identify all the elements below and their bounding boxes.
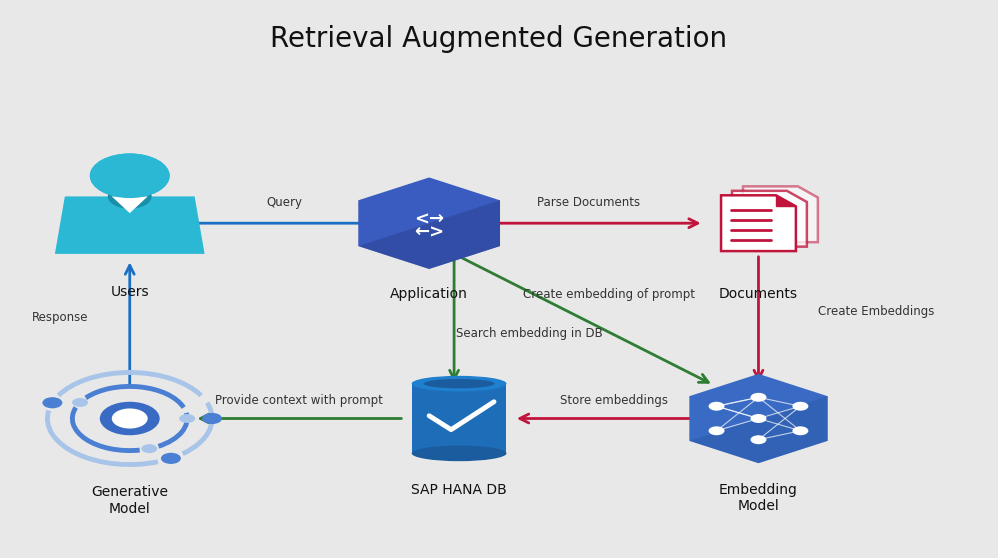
Polygon shape: [358, 200, 500, 269]
Circle shape: [709, 426, 725, 435]
Circle shape: [42, 397, 62, 408]
Polygon shape: [690, 374, 827, 463]
Circle shape: [100, 402, 160, 435]
Text: Application: Application: [390, 287, 468, 301]
Ellipse shape: [423, 379, 495, 388]
Text: ←>: ←>: [414, 223, 444, 241]
Circle shape: [90, 153, 170, 198]
Polygon shape: [112, 196, 148, 213]
Circle shape: [108, 184, 152, 209]
Text: <→: <→: [414, 211, 444, 229]
Circle shape: [161, 453, 181, 464]
Text: Embedding
Model: Embedding Model: [719, 483, 798, 513]
Circle shape: [750, 393, 766, 402]
Text: Provide context with prompt: Provide context with prompt: [216, 395, 383, 407]
Circle shape: [202, 413, 222, 424]
Circle shape: [142, 444, 158, 453]
Polygon shape: [732, 191, 806, 247]
Circle shape: [179, 414, 195, 423]
Circle shape: [709, 402, 725, 411]
Text: Generative
Model: Generative Model: [91, 485, 169, 516]
Circle shape: [792, 402, 808, 411]
Polygon shape: [721, 195, 795, 251]
Circle shape: [72, 398, 88, 407]
Polygon shape: [775, 195, 795, 206]
Text: SAP HANA DB: SAP HANA DB: [411, 483, 507, 497]
Text: Query: Query: [266, 196, 302, 209]
FancyBboxPatch shape: [411, 384, 507, 453]
Circle shape: [112, 408, 148, 429]
Text: Create embedding of prompt: Create embedding of prompt: [523, 288, 695, 301]
Text: Search embedding in DB: Search embedding in DB: [455, 328, 603, 340]
Polygon shape: [55, 196, 205, 254]
Text: Users: Users: [111, 285, 149, 299]
Polygon shape: [690, 396, 827, 463]
Circle shape: [750, 435, 766, 444]
Ellipse shape: [412, 376, 506, 392]
Text: Create Embeddings: Create Embeddings: [818, 305, 935, 318]
Text: Store embeddings: Store embeddings: [560, 395, 668, 407]
Text: Response: Response: [32, 311, 88, 324]
Polygon shape: [358, 177, 500, 269]
Circle shape: [90, 153, 170, 198]
Text: Retrieval Augmented Generation: Retrieval Augmented Generation: [270, 25, 728, 53]
Text: Parse Documents: Parse Documents: [537, 196, 641, 209]
Ellipse shape: [412, 445, 506, 461]
Text: Documents: Documents: [719, 287, 798, 301]
Circle shape: [750, 414, 766, 423]
Circle shape: [792, 426, 808, 435]
Polygon shape: [743, 186, 817, 242]
